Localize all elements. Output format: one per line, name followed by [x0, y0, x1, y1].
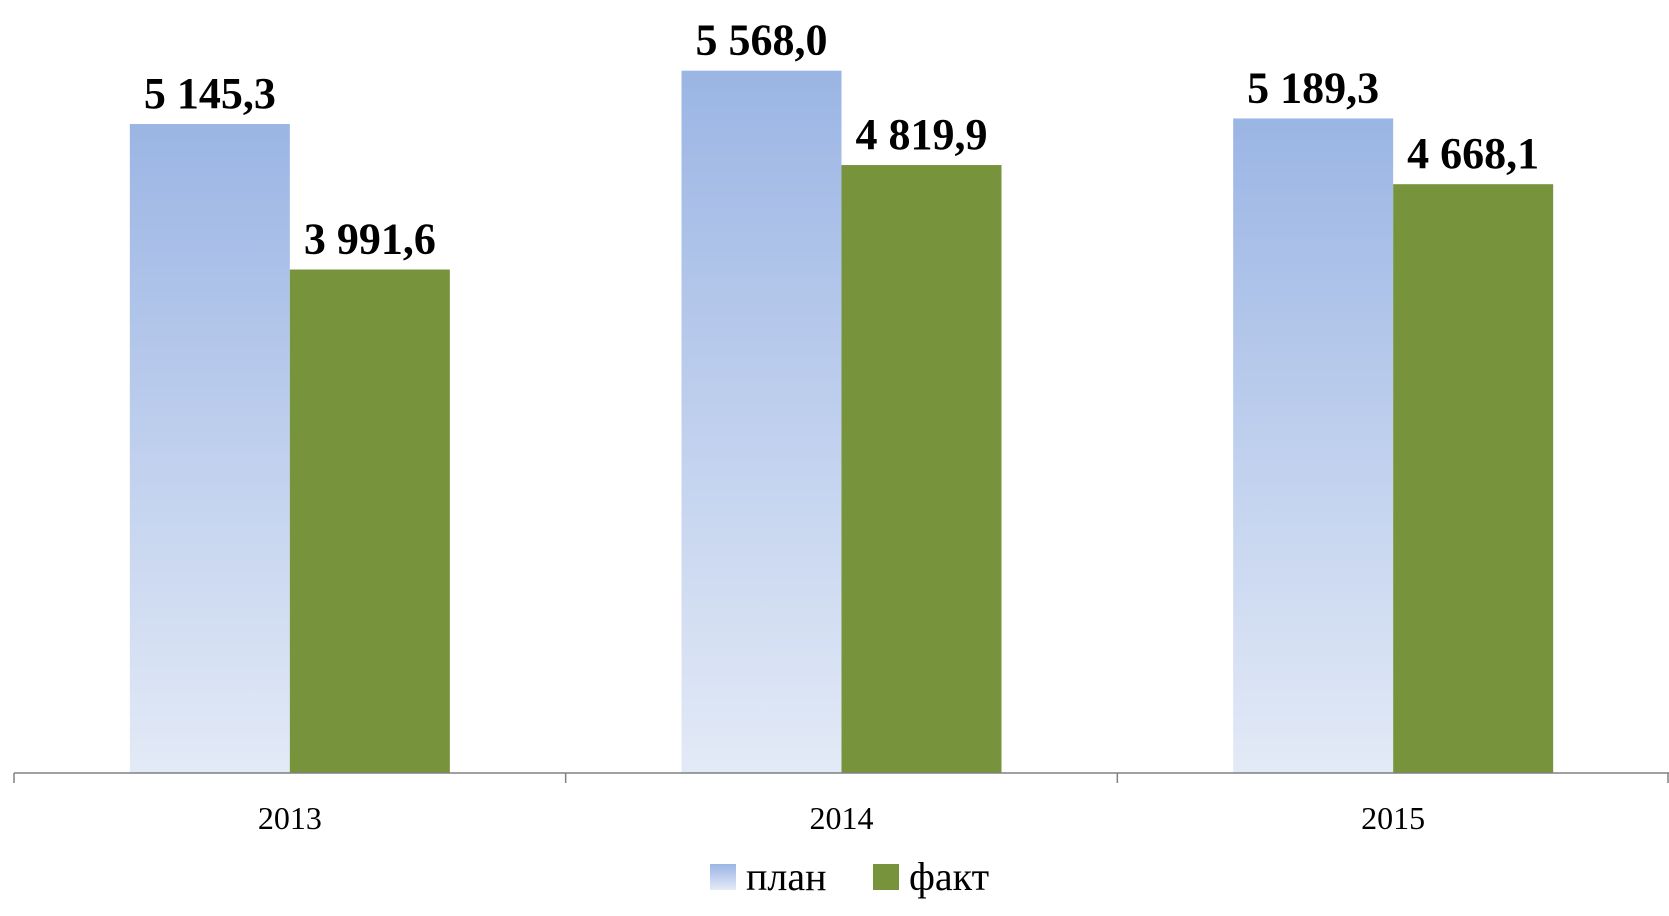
x-tick-labels: 2013 2014 2015: [258, 800, 1425, 836]
bar-plan-2014: [681, 70, 842, 774]
x-tick-label-2015: 2015: [1361, 800, 1425, 836]
legend: план факт: [710, 854, 989, 899]
bars-group: [129, 70, 1554, 774]
data-labels-group: 5 145,3 3 991,6 5 568,0 4 819,9 5 189,3 4 668…: [144, 16, 1539, 264]
legend-label-fact: факт: [909, 854, 989, 899]
data-label-plan-2013: 5 145,3: [144, 69, 276, 118]
x-tick-label-2014: 2014: [810, 800, 874, 836]
legend-label-plan: план: [746, 854, 827, 899]
bar-plan-2015: [1233, 118, 1394, 774]
data-label-fact-2013: 3 991,6: [304, 215, 436, 264]
bar-fact-2013: [289, 269, 450, 773]
bar-fact-2014: [841, 165, 1002, 773]
data-label-fact-2015: 4 668,1: [1407, 129, 1539, 178]
legend-swatch-plan: [710, 864, 736, 890]
data-label-plan-2014: 5 568,0: [696, 16, 828, 65]
legend-swatch-fact: [873, 864, 899, 890]
x-tick-label-2013: 2013: [258, 800, 322, 836]
data-label-plan-2015: 5 189,3: [1247, 63, 1379, 112]
bar-plan-2013: [129, 124, 290, 773]
bar-fact-2015: [1393, 184, 1554, 773]
x-axis: [13, 772, 1669, 783]
data-label-fact-2014: 4 819,9: [856, 110, 988, 159]
